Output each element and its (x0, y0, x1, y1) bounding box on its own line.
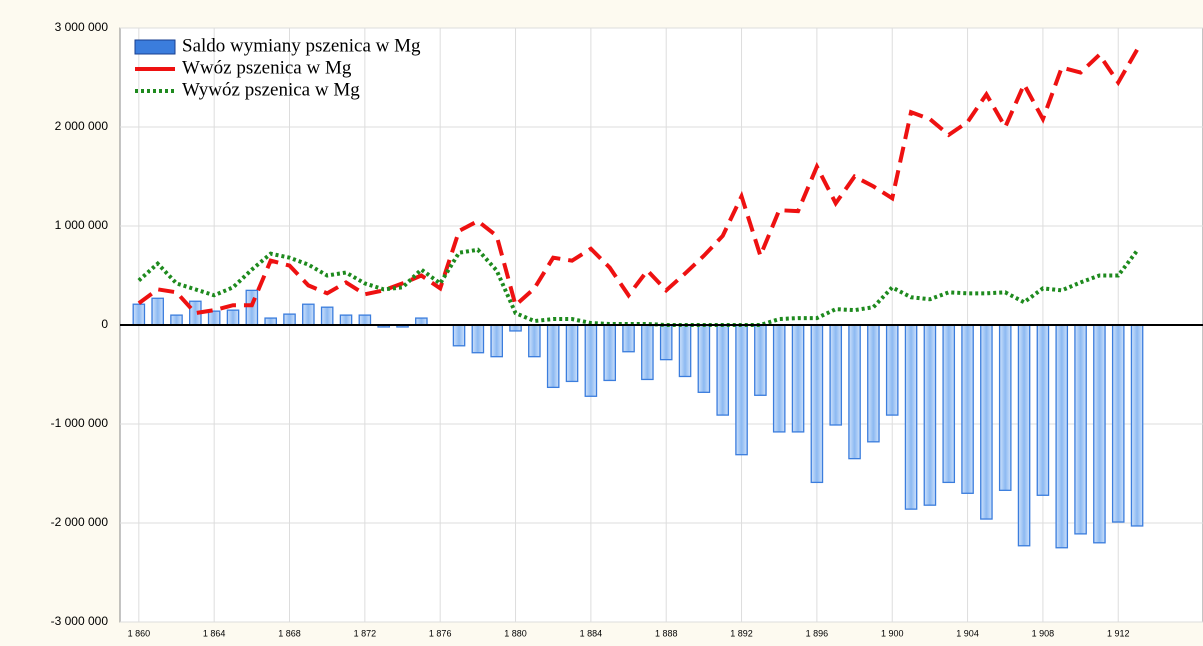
bar (528, 324, 541, 358)
x-tick-label: 1 872 (354, 628, 377, 638)
bar (697, 324, 711, 393)
bar (735, 324, 748, 456)
bar (245, 289, 259, 326)
bar (1111, 324, 1125, 523)
bar (320, 306, 334, 326)
y-tick-label: 3 000 000 (55, 20, 109, 34)
bar (415, 317, 428, 326)
legend-swatch (134, 39, 176, 55)
bar (452, 324, 466, 347)
bar (659, 324, 673, 361)
bar (264, 317, 277, 326)
bar (151, 297, 164, 326)
bar (998, 324, 1012, 491)
bar (980, 324, 993, 520)
bar (471, 324, 485, 354)
bar (942, 324, 956, 484)
bar (339, 314, 353, 326)
bar (772, 324, 786, 433)
bar (1017, 324, 1031, 547)
bar (904, 324, 918, 510)
bar (358, 314, 372, 326)
bar (1130, 324, 1144, 527)
y-tick-label: -1 000 000 (51, 416, 109, 430)
legend-label: Saldo wymiany pszenica w Mg (182, 35, 421, 56)
bar (170, 314, 183, 326)
y-tick-label: -2 000 000 (51, 515, 109, 529)
bar (565, 324, 579, 383)
bar (546, 324, 560, 389)
bar (754, 324, 767, 396)
bar (716, 324, 730, 416)
legend-label: Wwóz pszenica w Mg (182, 57, 352, 78)
bar (923, 324, 937, 506)
bar (1036, 324, 1050, 496)
x-tick-label: 1 888 (655, 628, 678, 638)
x-tick-label: 1 880 (504, 628, 527, 638)
bar (848, 324, 861, 460)
x-tick-label: 1 896 (806, 628, 829, 638)
bar (829, 324, 843, 426)
bar (1074, 324, 1087, 535)
x-tick-label: 1 864 (203, 628, 226, 638)
bar (1093, 324, 1106, 544)
y-tick-label: 2 000 000 (55, 119, 109, 133)
x-tick-label: 1 884 (580, 628, 603, 638)
x-tick-label: 1 868 (278, 628, 301, 638)
bar (810, 324, 824, 484)
bar (791, 324, 805, 433)
y-tick-label: 1 000 000 (55, 218, 109, 232)
y-tick-label: -3 000 000 (51, 614, 109, 628)
bar (641, 324, 654, 381)
x-tick-label: 1 904 (956, 628, 979, 638)
x-tick-label: 1 912 (1107, 628, 1130, 638)
bar (678, 324, 692, 378)
y-tick-label: 0 (101, 317, 108, 331)
bar (885, 324, 899, 416)
bar (603, 324, 617, 382)
bar (207, 310, 221, 326)
bar (132, 303, 146, 326)
bar (226, 309, 240, 326)
bar (283, 313, 296, 326)
x-tick-label: 1 860 (128, 628, 151, 638)
legend-label: Wywóz pszenica w Mg (182, 79, 360, 100)
x-tick-label: 1 900 (881, 628, 904, 638)
bar (1055, 324, 1069, 549)
line (137, 48, 1139, 316)
bar (622, 324, 635, 353)
bar (961, 324, 974, 494)
x-tick-label: 1 876 (429, 628, 452, 638)
bar (584, 324, 598, 397)
bar (867, 324, 880, 443)
x-tick-label: 1 892 (730, 628, 753, 638)
bar (302, 303, 315, 326)
x-tick-label: 1 908 (1032, 628, 1055, 638)
bar (490, 324, 503, 358)
